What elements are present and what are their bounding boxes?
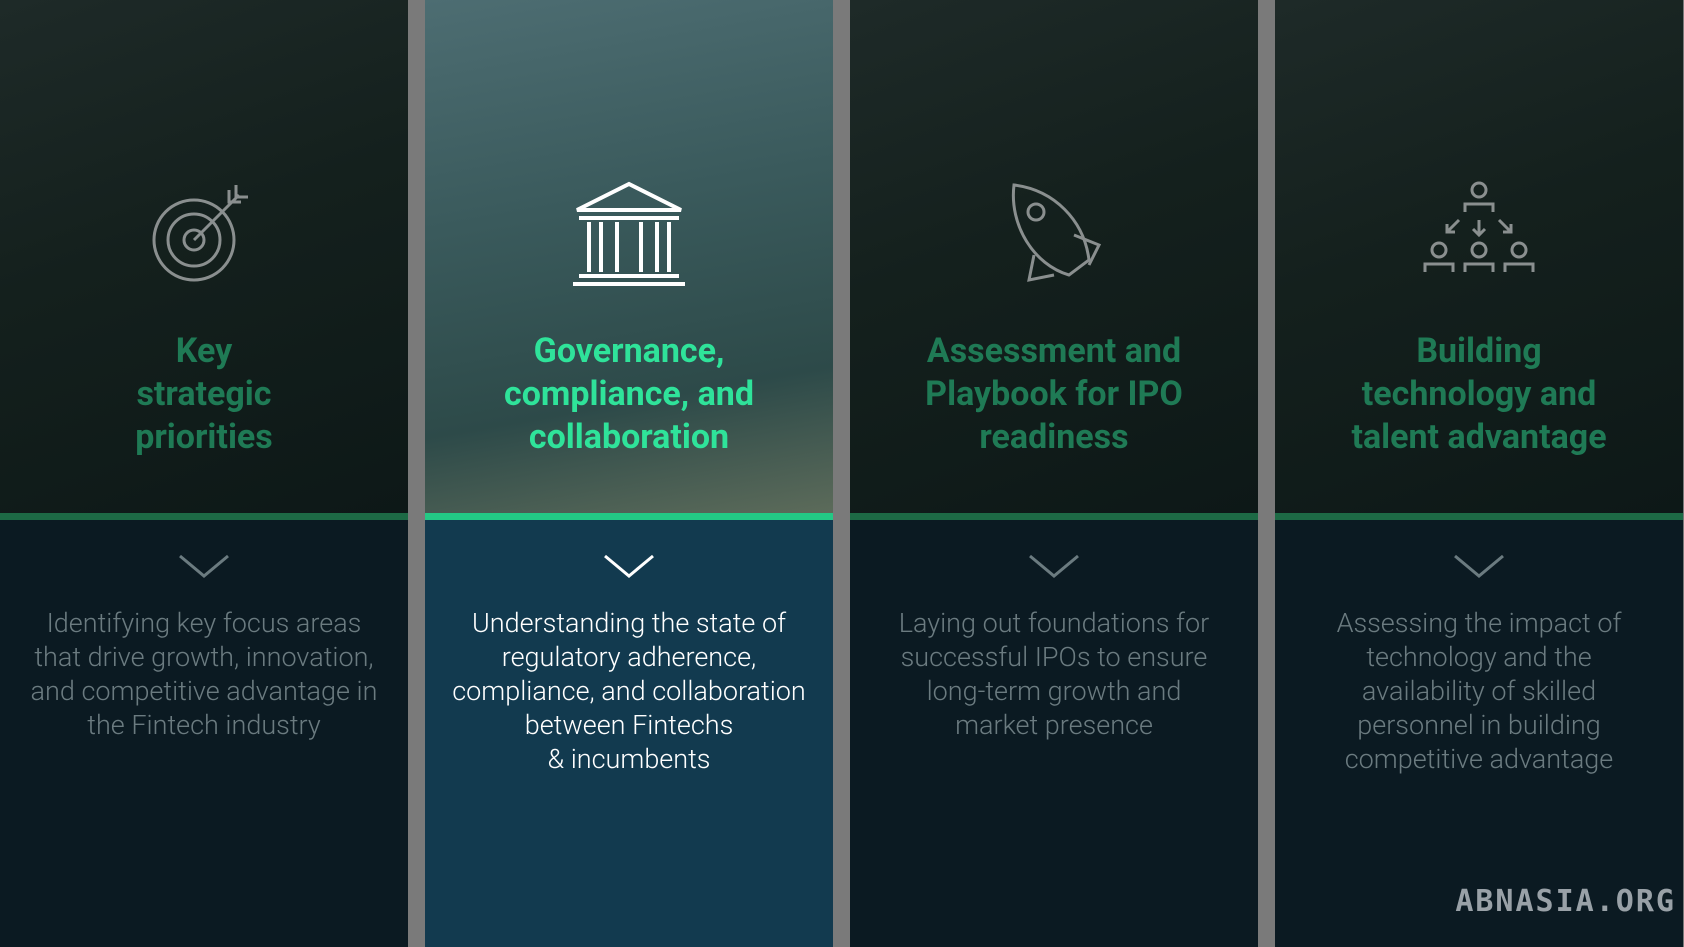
chevron[interactable] <box>602 552 656 580</box>
panel-body <box>425 520 833 947</box>
panel[interactable]: Building technology and talent advantage… <box>1275 0 1683 947</box>
panel-image <box>425 0 833 513</box>
panel-image <box>0 0 408 513</box>
chevron[interactable] <box>177 552 231 580</box>
chevron[interactable] <box>1452 552 1506 580</box>
panel-title: Key strategic priorities <box>135 331 273 457</box>
panel-title: Governance, compliance, and collaboratio… <box>503 331 755 457</box>
icon <box>152 183 250 282</box>
accent-bar <box>850 513 1258 520</box>
icon <box>1423 181 1535 274</box>
panel-title: Building technology and talent advantage <box>1351 331 1607 457</box>
panel[interactable]: Governance, compliance, and collaboratio… <box>425 0 833 947</box>
panel-body <box>850 520 1258 947</box>
icon <box>1011 183 1101 282</box>
chevron[interactable] <box>1027 552 1081 580</box>
accent-bar <box>1275 513 1683 520</box>
panel-description: Understanding the state of regulatory ad… <box>452 607 806 775</box>
icon <box>571 182 687 286</box>
panel-image <box>850 0 1258 513</box>
panel[interactable]: Assessment and Playbook for IPO readines… <box>850 0 1258 947</box>
panel-body <box>0 520 408 947</box>
panel-description: Laying out foundations for successful IP… <box>898 607 1210 741</box>
panel-title: Assessment and Playbook for IPO readines… <box>925 331 1183 457</box>
panel-description: Identifying key focus areas that drive g… <box>30 607 378 741</box>
panel-body <box>1275 520 1683 947</box>
panel-description: Assessing the impact of technology and t… <box>1336 607 1622 775</box>
accent-bar <box>0 513 408 520</box>
watermark: ABNASIA.ORG <box>1455 884 1676 919</box>
accent-bar <box>425 513 833 520</box>
panel[interactable]: Key strategic priorities Identifying key … <box>0 0 408 947</box>
